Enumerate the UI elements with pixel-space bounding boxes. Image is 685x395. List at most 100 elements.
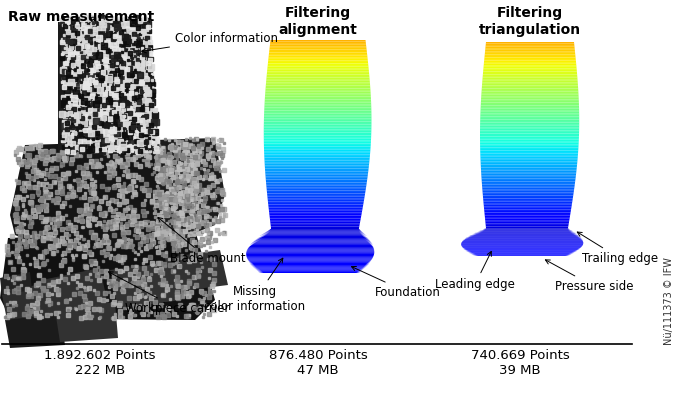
Polygon shape — [270, 41, 366, 43]
Polygon shape — [258, 237, 368, 238]
Polygon shape — [484, 55, 575, 56]
Polygon shape — [266, 179, 367, 181]
Polygon shape — [482, 85, 578, 87]
Polygon shape — [484, 205, 572, 206]
Text: Filtering
triangulation: Filtering triangulation — [479, 6, 581, 37]
Polygon shape — [267, 71, 369, 73]
Polygon shape — [155, 138, 225, 240]
Polygon shape — [480, 144, 579, 146]
Polygon shape — [484, 65, 577, 67]
Polygon shape — [247, 249, 374, 250]
Polygon shape — [472, 234, 577, 235]
Polygon shape — [484, 203, 572, 205]
Polygon shape — [269, 54, 367, 56]
Polygon shape — [482, 191, 574, 192]
Polygon shape — [246, 255, 374, 256]
Polygon shape — [253, 241, 371, 243]
Polygon shape — [480, 124, 580, 126]
Polygon shape — [480, 160, 577, 161]
Polygon shape — [256, 270, 364, 271]
Polygon shape — [249, 263, 370, 264]
Polygon shape — [265, 171, 369, 173]
Polygon shape — [484, 62, 576, 64]
Polygon shape — [264, 143, 371, 145]
Polygon shape — [266, 82, 370, 84]
Polygon shape — [269, 57, 368, 59]
Polygon shape — [482, 186, 575, 188]
Polygon shape — [486, 225, 569, 226]
Polygon shape — [485, 48, 575, 50]
Polygon shape — [247, 258, 373, 260]
Polygon shape — [480, 157, 577, 158]
Polygon shape — [248, 248, 374, 249]
Polygon shape — [483, 73, 577, 75]
Polygon shape — [264, 107, 371, 109]
Polygon shape — [481, 98, 579, 100]
Polygon shape — [481, 104, 579, 105]
Polygon shape — [484, 64, 576, 65]
Text: Blade mount: Blade mount — [158, 218, 246, 265]
Polygon shape — [268, 60, 368, 62]
Polygon shape — [482, 84, 578, 85]
Polygon shape — [268, 198, 364, 200]
Polygon shape — [480, 115, 580, 117]
Polygon shape — [252, 266, 367, 267]
Polygon shape — [480, 127, 580, 129]
Polygon shape — [264, 142, 371, 143]
Polygon shape — [480, 158, 577, 160]
Polygon shape — [264, 134, 371, 135]
Polygon shape — [483, 75, 577, 76]
Polygon shape — [266, 184, 366, 186]
Polygon shape — [484, 211, 571, 213]
Polygon shape — [269, 53, 367, 54]
Polygon shape — [480, 130, 579, 132]
Polygon shape — [480, 150, 578, 152]
Polygon shape — [486, 226, 569, 228]
Text: Filtering
alignment: Filtering alignment — [279, 6, 358, 37]
Polygon shape — [481, 96, 579, 98]
Polygon shape — [266, 85, 370, 87]
Polygon shape — [269, 49, 366, 51]
Polygon shape — [266, 81, 370, 82]
Polygon shape — [484, 200, 573, 202]
Polygon shape — [463, 248, 580, 249]
Polygon shape — [269, 51, 367, 53]
Polygon shape — [266, 186, 366, 187]
Polygon shape — [483, 199, 573, 200]
Polygon shape — [0, 230, 215, 320]
Polygon shape — [481, 166, 577, 167]
Polygon shape — [269, 229, 360, 230]
Polygon shape — [269, 208, 363, 209]
Polygon shape — [267, 70, 369, 71]
Polygon shape — [463, 240, 583, 241]
Polygon shape — [264, 117, 371, 118]
Polygon shape — [484, 67, 577, 68]
Polygon shape — [480, 113, 580, 115]
Polygon shape — [480, 155, 578, 157]
Polygon shape — [269, 214, 362, 215]
Polygon shape — [55, 302, 118, 342]
Polygon shape — [468, 252, 575, 253]
Polygon shape — [482, 180, 575, 181]
Polygon shape — [480, 109, 579, 110]
Polygon shape — [269, 209, 362, 211]
Polygon shape — [267, 194, 365, 195]
Polygon shape — [482, 95, 579, 96]
Polygon shape — [462, 242, 584, 243]
Polygon shape — [480, 117, 580, 118]
Polygon shape — [482, 88, 578, 90]
Polygon shape — [482, 183, 575, 184]
Polygon shape — [484, 206, 571, 208]
Polygon shape — [268, 64, 369, 65]
Polygon shape — [481, 171, 577, 172]
Polygon shape — [483, 229, 571, 230]
Polygon shape — [473, 233, 577, 234]
Polygon shape — [264, 109, 371, 111]
Polygon shape — [264, 135, 371, 137]
Polygon shape — [480, 137, 579, 138]
Polygon shape — [265, 175, 368, 176]
Polygon shape — [264, 103, 371, 104]
Polygon shape — [264, 147, 371, 148]
Polygon shape — [271, 40, 366, 41]
Polygon shape — [268, 65, 369, 67]
